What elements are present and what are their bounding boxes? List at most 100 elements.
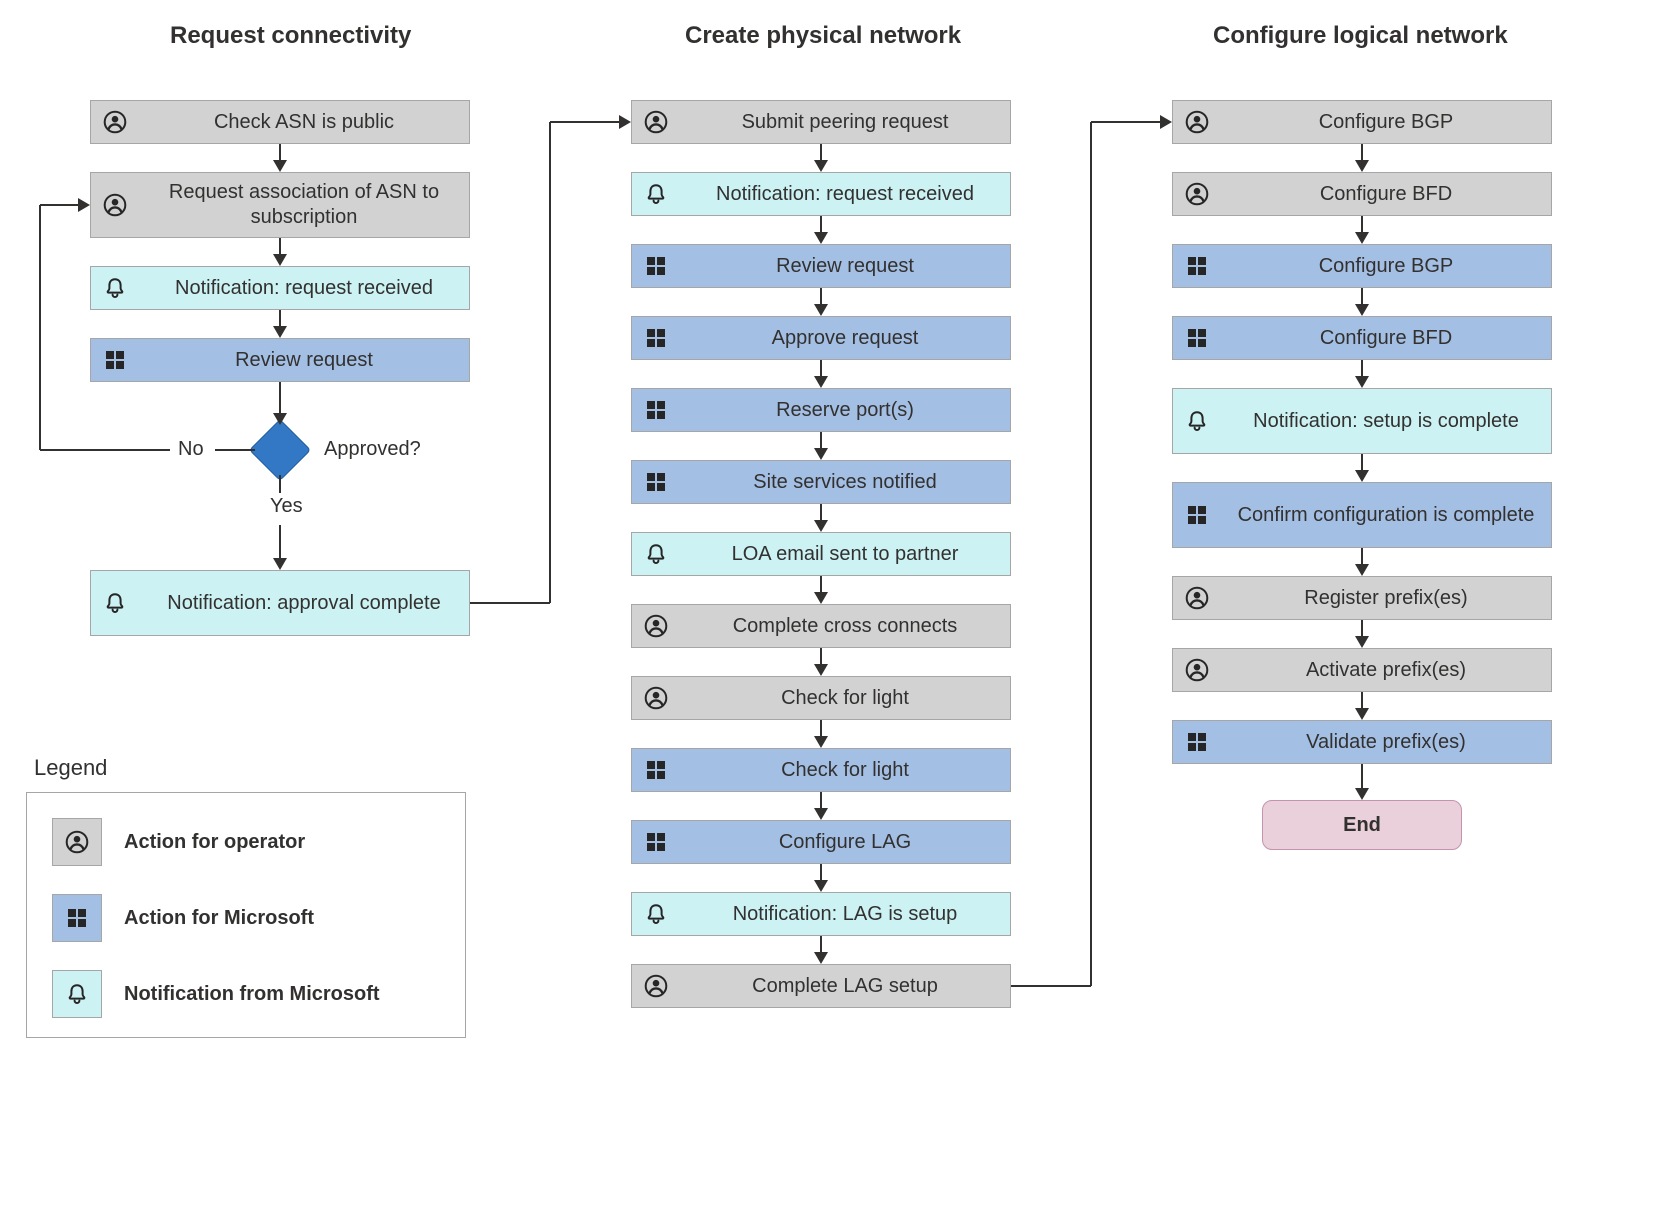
arrow-head: [814, 232, 828, 244]
connector-segment: [215, 449, 221, 451]
grid4-icon: [644, 254, 668, 278]
arrow-segment: [820, 936, 822, 952]
person-icon: [1185, 110, 1209, 134]
microsoft-icon-cell: [1173, 254, 1221, 278]
decision-diamond: [249, 419, 311, 481]
connector-head: [78, 198, 90, 212]
arrow-segment: [820, 432, 822, 448]
flow-node-label: Configure BFD: [1221, 182, 1551, 207]
flow-node-label: Complete LAG setup: [680, 974, 1010, 999]
person-icon: [1185, 182, 1209, 206]
arrow-segment: [1361, 620, 1363, 636]
person-icon: [644, 686, 668, 710]
flow-node-r5: Notification: setup is complete: [1172, 388, 1552, 454]
person-icon: [103, 110, 127, 134]
flow-node-n2: Request association of ASN to subscripti…: [90, 172, 470, 238]
operator-icon-cell: [1173, 110, 1221, 134]
grid4-icon: [103, 348, 127, 372]
microsoft-icon-cell: [1173, 326, 1221, 350]
connector-segment: [220, 449, 255, 451]
legend-text: Action for operator: [124, 831, 305, 854]
arrow-segment: [1361, 764, 1363, 788]
flow-node-label: Request association of ASN to subscripti…: [139, 176, 469, 234]
flow-node-label: Configure BFD: [1221, 326, 1551, 351]
flow-node-m10: Check for light: [631, 748, 1011, 792]
notification-icon-cell: [91, 276, 139, 300]
arrow-segment: [1361, 360, 1363, 376]
flow-node-label: Check ASN is public: [139, 110, 469, 135]
grid4-icon: [1185, 254, 1209, 278]
arrow-segment: [279, 525, 281, 558]
arrow-segment: [820, 216, 822, 232]
arrow-segment: [820, 288, 822, 304]
flow-node-m5: Reserve port(s): [631, 388, 1011, 432]
connector-head: [1160, 115, 1172, 129]
flow-node-label: Review request: [680, 254, 1010, 279]
arrow-head: [814, 520, 828, 532]
flow-node-label: Complete cross connects: [680, 614, 1010, 639]
grid4-icon: [1185, 326, 1209, 350]
operator-icon-cell: [1173, 586, 1221, 610]
person-icon: [644, 614, 668, 638]
flow-node-m4: Approve request: [631, 316, 1011, 360]
arrow-segment: [820, 144, 822, 160]
legend-swatch-microsoft: [52, 894, 102, 942]
flow-node-r8: Activate prefix(es): [1172, 648, 1552, 692]
flow-node-label: Configure BGP: [1221, 110, 1551, 135]
arrow-head: [814, 664, 828, 676]
grid4-icon: [644, 326, 668, 350]
flow-node-label: Site services notified: [680, 470, 1010, 495]
flow-node-n5: Notification: approval complete: [90, 570, 470, 636]
flow-node-label: Register prefix(es): [1221, 586, 1551, 611]
arrow-segment: [1361, 216, 1363, 232]
microsoft-icon-cell: [1173, 503, 1221, 527]
flow-node-label: Submit peering request: [680, 110, 1010, 135]
flow-node-label: Reserve port(s): [680, 398, 1010, 423]
connector-segment: [39, 205, 41, 450]
notification-icon-cell: [632, 542, 680, 566]
arrow-head: [1355, 636, 1369, 648]
arrow-head: [273, 326, 287, 338]
arrow-head: [814, 448, 828, 460]
legend-row: Action for operator: [52, 818, 305, 866]
flow-node-label: Confirm configuration is complete: [1221, 499, 1551, 532]
arrow-head: [273, 254, 287, 266]
arrow-segment: [820, 648, 822, 664]
bell-icon: [644, 902, 668, 926]
bell-icon: [103, 591, 127, 615]
notification-icon-cell: [91, 591, 139, 615]
arrow-head: [273, 413, 287, 425]
bell-icon: [65, 982, 89, 1006]
microsoft-icon-cell: [632, 470, 680, 494]
notification-icon-cell: [1173, 409, 1221, 433]
operator-icon-cell: [91, 110, 139, 134]
end-node: End: [1262, 800, 1462, 850]
arrow-segment: [1361, 288, 1363, 304]
column-title: Create physical network: [685, 22, 961, 50]
decision-no-label: No: [178, 438, 204, 461]
arrow-head: [814, 592, 828, 604]
flow-node-r3: Configure BGP: [1172, 244, 1552, 288]
arrow-segment: [1361, 548, 1363, 564]
end-label: End: [1343, 814, 1381, 837]
connector-head: [619, 115, 631, 129]
grid4-icon: [644, 470, 668, 494]
arrow-segment: [279, 238, 281, 254]
flow-node-label: Review request: [139, 348, 469, 373]
arrow-head: [273, 160, 287, 172]
connector-segment: [279, 475, 281, 493]
notification-icon-cell: [632, 182, 680, 206]
flow-node-label: Activate prefix(es): [1221, 658, 1551, 683]
grid4-icon: [644, 398, 668, 422]
flow-node-label: Configure LAG: [680, 830, 1010, 855]
flow-node-label: Notification: setup is complete: [1221, 405, 1551, 438]
grid4-icon: [1185, 503, 1209, 527]
connector-segment: [40, 204, 78, 206]
person-icon: [644, 110, 668, 134]
operator-icon-cell: [632, 974, 680, 998]
operator-icon-cell: [91, 193, 139, 217]
arrow-segment: [1361, 454, 1363, 470]
flow-node-label: Notification: request received: [139, 276, 469, 301]
operator-icon-cell: [1173, 658, 1221, 682]
flow-node-m9: Check for light: [631, 676, 1011, 720]
